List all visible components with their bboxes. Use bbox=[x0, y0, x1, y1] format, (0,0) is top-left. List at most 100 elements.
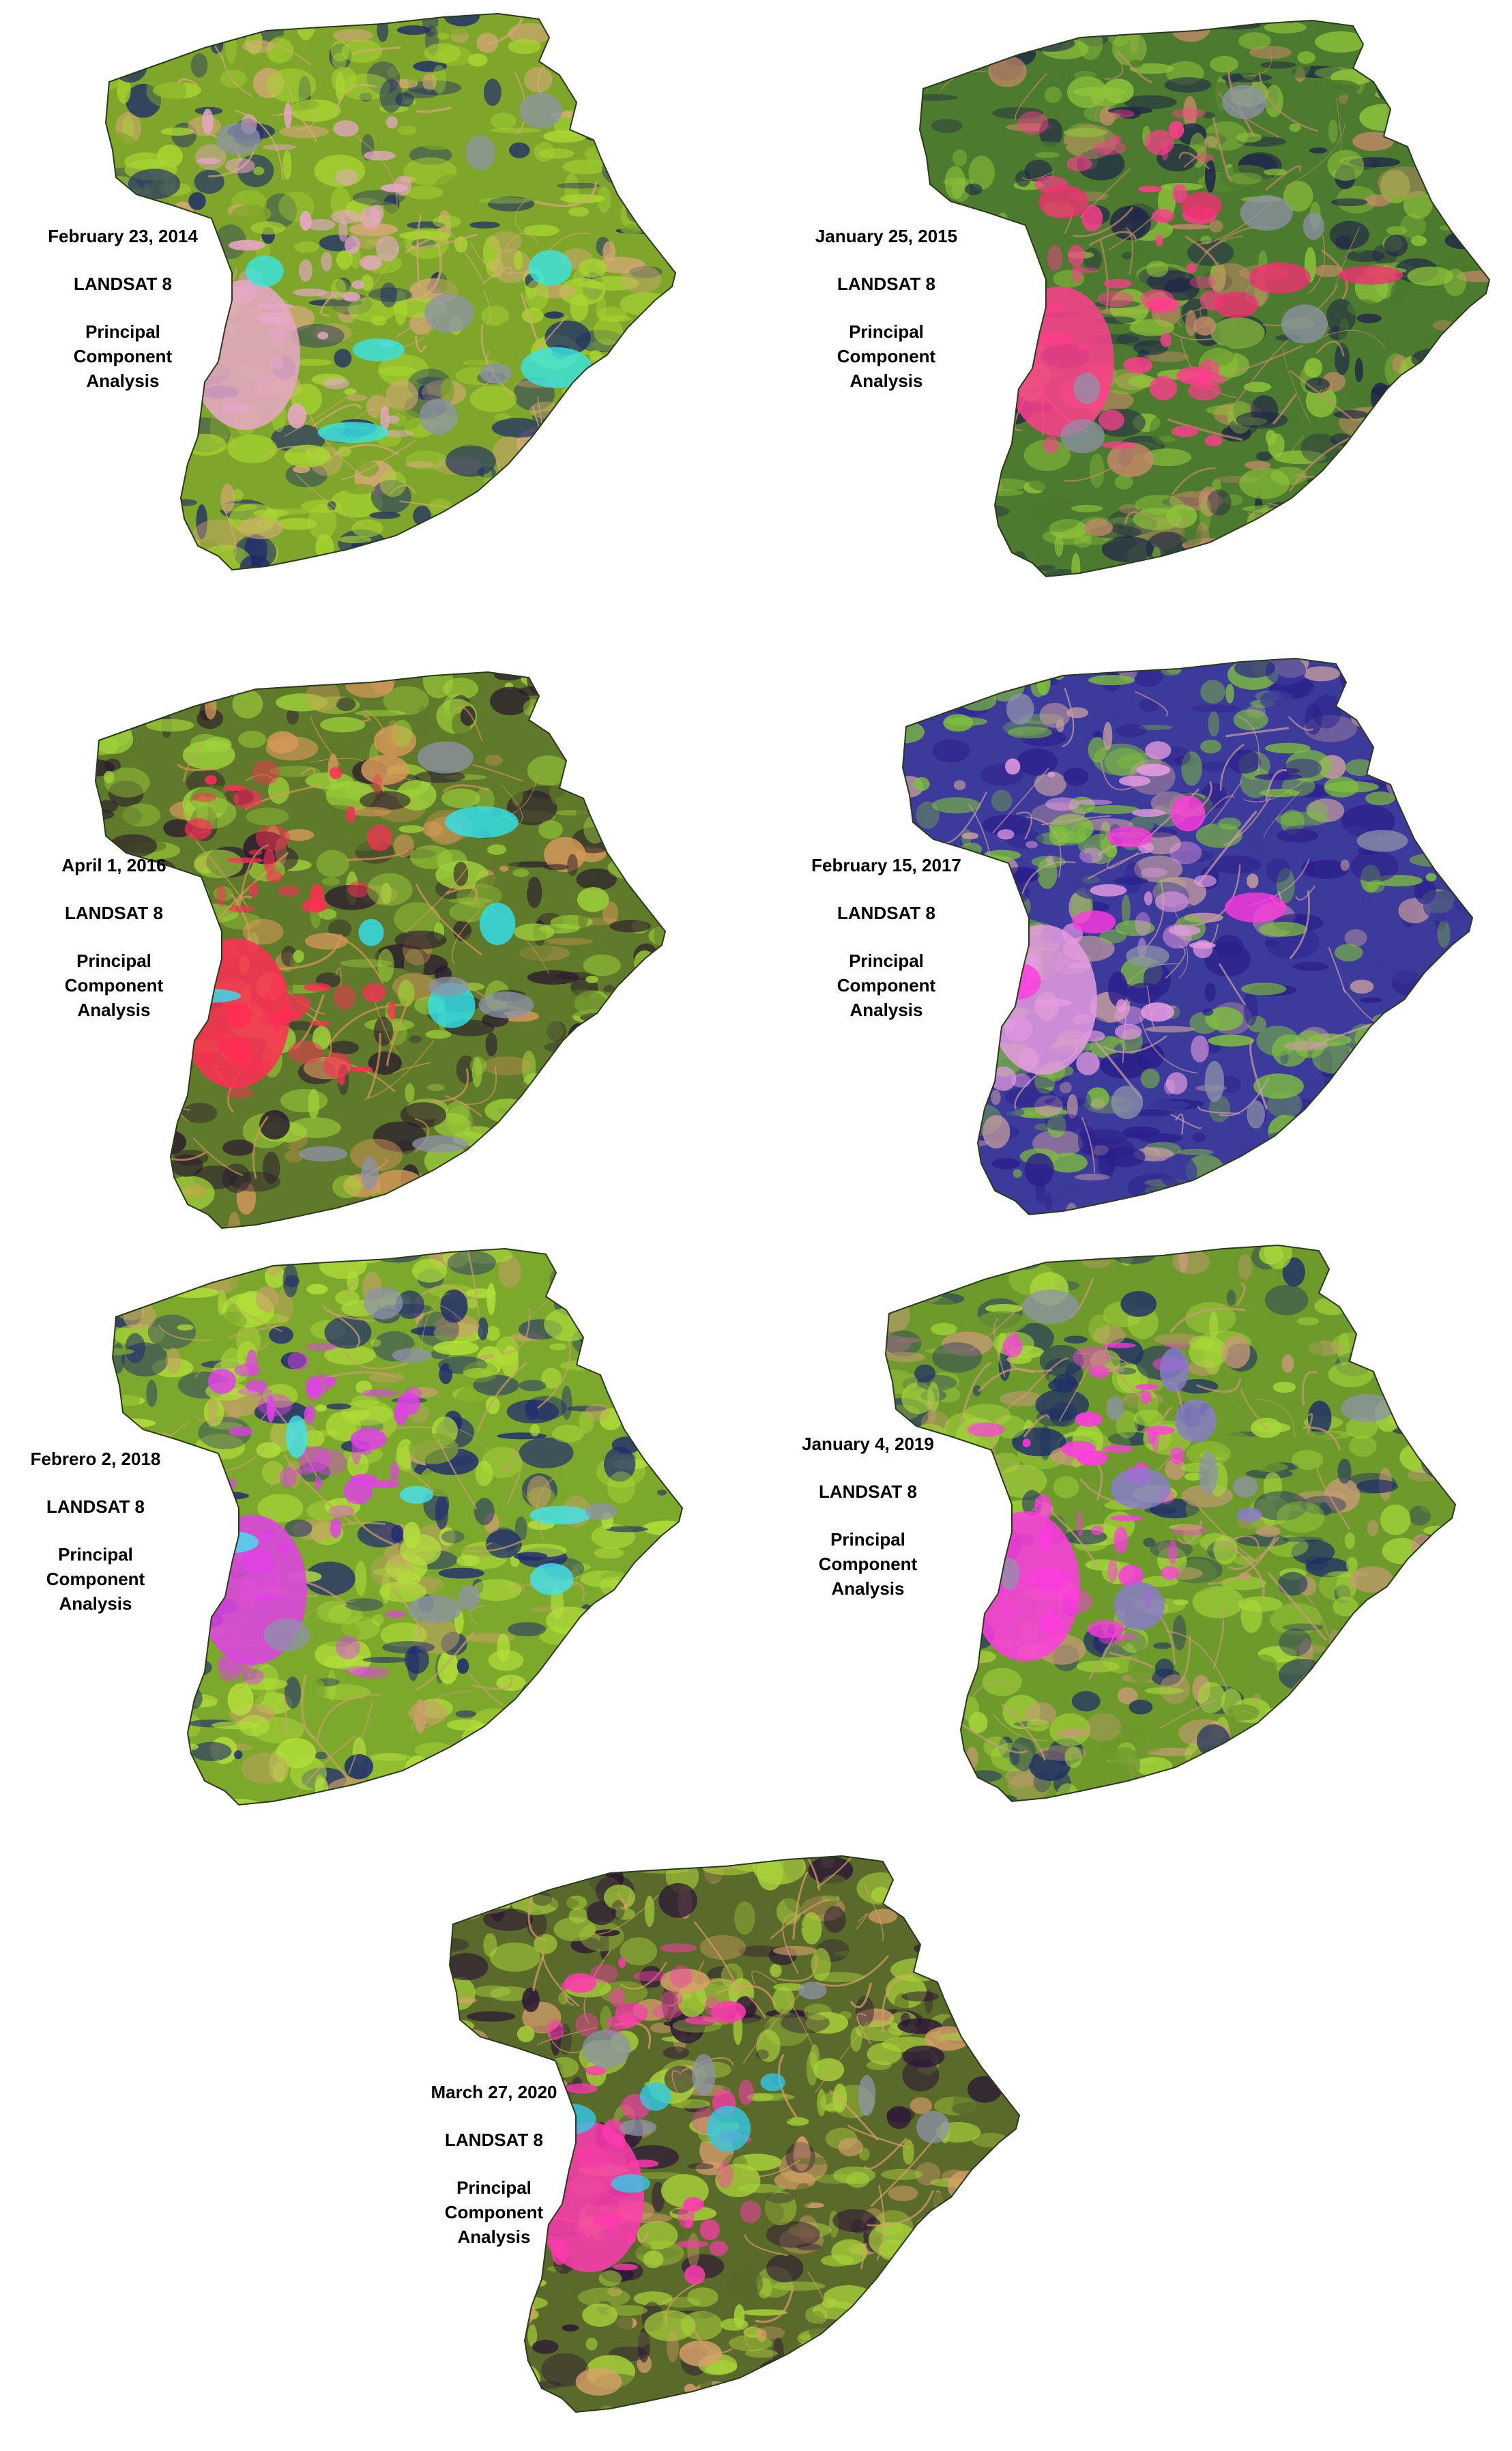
texture-patch bbox=[660, 1969, 710, 1994]
texture-patch bbox=[972, 2252, 1002, 2272]
texture-patch bbox=[1282, 1536, 1324, 1543]
texture-patch bbox=[115, 1149, 157, 1182]
texture-patch bbox=[1107, 971, 1128, 1006]
texture-patch bbox=[1254, 1422, 1291, 1433]
linear-feature bbox=[196, 1413, 219, 1422]
texture-patch bbox=[449, 901, 489, 923]
texture-patch bbox=[517, 2026, 535, 2042]
linear-feature bbox=[276, 934, 343, 970]
texture-patch bbox=[1365, 791, 1395, 806]
texture-patch bbox=[1466, 323, 1478, 343]
texture-patch bbox=[1257, 536, 1277, 552]
texture-patch bbox=[1418, 1027, 1427, 1061]
texture-patch bbox=[633, 1634, 649, 1653]
texture-patch bbox=[151, 409, 193, 427]
texture-patch bbox=[1429, 706, 1439, 723]
cloud-patch bbox=[519, 92, 562, 129]
texture-patch bbox=[168, 1753, 192, 1775]
texture-patch bbox=[1048, 1378, 1079, 1393]
linear-feature bbox=[437, 1304, 477, 1344]
texture-patch bbox=[619, 1591, 665, 1624]
urban-patch bbox=[660, 1943, 697, 1953]
urban-patch bbox=[615, 2002, 648, 2025]
caption-method: Principal Component Analysis bbox=[46, 1544, 145, 1614]
texture-patch bbox=[1208, 711, 1220, 737]
texture-patch bbox=[1283, 1041, 1328, 1051]
texture-patch bbox=[604, 1039, 637, 1061]
texture-patch bbox=[1183, 96, 1197, 128]
texture-patch bbox=[1309, 1782, 1326, 1793]
texture-patch bbox=[620, 292, 672, 316]
texture-patch bbox=[372, 1614, 384, 1626]
texture-patch bbox=[143, 1268, 188, 1297]
texture-patch bbox=[658, 1883, 697, 1918]
linear-feature bbox=[1218, 963, 1247, 1006]
texture-patch bbox=[903, 685, 953, 692]
texture-patch bbox=[143, 1684, 184, 1698]
texture-patch bbox=[650, 1205, 665, 1214]
texture-patch bbox=[645, 747, 665, 753]
texture-patch bbox=[991, 1158, 1021, 1170]
texture-patch bbox=[1371, 961, 1393, 975]
texture-patch bbox=[946, 431, 961, 460]
linear-feature bbox=[751, 1971, 777, 1985]
texture-patch bbox=[1044, 1114, 1087, 1132]
texture-patch bbox=[1425, 1197, 1472, 1215]
texture-patch bbox=[432, 215, 461, 229]
urban-patch bbox=[246, 1380, 267, 1392]
linear-feature bbox=[693, 2329, 733, 2353]
texture-patch bbox=[1079, 1801, 1126, 1807]
texture-patch bbox=[549, 1897, 579, 1909]
texture-patch bbox=[357, 460, 379, 477]
texture-patch bbox=[1036, 1245, 1067, 1264]
linear-feature bbox=[1126, 227, 1133, 275]
urban-patch bbox=[338, 1074, 345, 1086]
linear-feature bbox=[312, 403, 362, 427]
texture-patch bbox=[552, 1425, 584, 1443]
texture-patch bbox=[1365, 538, 1394, 547]
texture-patch bbox=[594, 1547, 624, 1559]
texture-patch bbox=[645, 867, 665, 875]
texture-patch bbox=[908, 2263, 930, 2281]
texture-patch bbox=[596, 1783, 651, 1805]
texture-patch bbox=[409, 1035, 422, 1043]
texture-patch bbox=[474, 1985, 511, 1998]
texture-patch bbox=[497, 320, 523, 350]
urban-patch bbox=[381, 184, 408, 192]
urban-patch bbox=[312, 1449, 347, 1476]
urban-patch bbox=[207, 1368, 236, 1394]
linear-feature bbox=[304, 1600, 356, 1621]
linear-feature bbox=[409, 245, 442, 302]
texture-patch bbox=[992, 107, 1044, 119]
texture-patch bbox=[1103, 721, 1113, 751]
texture-patch bbox=[510, 777, 524, 807]
texture-patch bbox=[428, 548, 480, 565]
texture-patch bbox=[395, 92, 414, 107]
texture-patch bbox=[657, 2369, 692, 2401]
texture-patch bbox=[911, 1247, 953, 1265]
texture-patch bbox=[1468, 396, 1487, 427]
texture-patch bbox=[947, 2170, 984, 2202]
texture-patch bbox=[289, 1117, 341, 1138]
texture-patch bbox=[532, 2340, 559, 2354]
texture-patch bbox=[272, 1371, 289, 1379]
texture-patch bbox=[190, 53, 208, 78]
texture-patch bbox=[229, 1275, 268, 1292]
linear-feature bbox=[671, 2070, 682, 2102]
linear-feature bbox=[847, 2124, 910, 2149]
texture-patch bbox=[1276, 828, 1318, 843]
texture-patch bbox=[931, 1322, 957, 1335]
urban-patch bbox=[1111, 134, 1122, 144]
texture-patch bbox=[1039, 702, 1071, 728]
texture-patch bbox=[1149, 414, 1178, 446]
linear-feature bbox=[1183, 147, 1205, 168]
linear-feature bbox=[416, 214, 422, 289]
texture-patch bbox=[1071, 1691, 1101, 1712]
texture-patch bbox=[1342, 533, 1362, 551]
texture-patch bbox=[1092, 730, 1103, 738]
linear-feature bbox=[506, 1459, 523, 1505]
urban-patch bbox=[1076, 1052, 1100, 1075]
texture-patch bbox=[325, 1777, 379, 1805]
texture-patch bbox=[576, 868, 617, 890]
texture-patch bbox=[665, 1553, 682, 1581]
